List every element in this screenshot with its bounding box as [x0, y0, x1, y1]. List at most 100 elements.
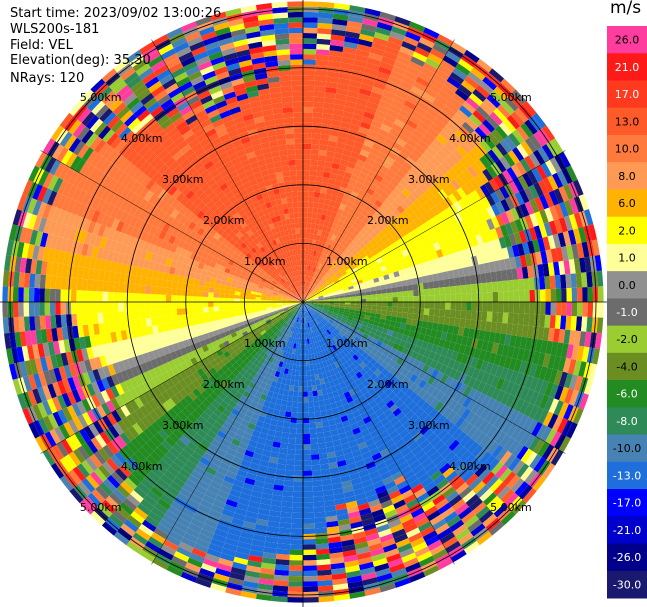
- gate-cell: [95, 485, 110, 500]
- gate-cell: [562, 357, 572, 373]
- gate-cell: [250, 309, 257, 313]
- gate-cell: [341, 116, 353, 124]
- gate-cell: [261, 492, 273, 500]
- gate-cell: [373, 32, 390, 42]
- gate-cell: [448, 253, 456, 263]
- gate-cell: [236, 469, 248, 478]
- gate-cell: [360, 305, 367, 309]
- gate-cell: [270, 397, 278, 404]
- gate-cell: [455, 352, 464, 363]
- gate-cell: [365, 532, 380, 542]
- gate-cell: [357, 267, 365, 274]
- gate-cell: [522, 100, 537, 117]
- gate-cell: [308, 310, 312, 316]
- gate-cell: [550, 138, 564, 155]
- gate-cell: [326, 451, 336, 459]
- gate-cell: [293, 332, 297, 339]
- gate-cell: [221, 365, 229, 373]
- gate-cell: [259, 381, 267, 389]
- gate-cell: [289, 422, 297, 429]
- gate-cell: [440, 210, 450, 221]
- gate-cell: [332, 578, 348, 586]
- gate-cell: [430, 122, 443, 134]
- gate-cell: [305, 317, 308, 323]
- gate-cell: [307, 298, 314, 301]
- gate-cell: [412, 176, 423, 187]
- gate-cell: [297, 317, 300, 323]
- gate-cell: [273, 320, 279, 326]
- gate-cell: [177, 411, 188, 422]
- gate-cell: [353, 397, 362, 406]
- gate-cell: [451, 458, 464, 471]
- gate-cell: [392, 452, 404, 462]
- gate-cell: [323, 293, 329, 297]
- gate-cell: [297, 322, 300, 329]
- gate-cell: [389, 31, 406, 42]
- gate-cell: [514, 255, 522, 269]
- gate-cell: [426, 366, 435, 376]
- gate-cell: [172, 342, 180, 352]
- gate-cell: [439, 364, 448, 374]
- gate-cell: [322, 484, 333, 491]
- gate-cell: [382, 434, 393, 444]
- gate-cell: [244, 378, 252, 387]
- gate-cell: [188, 474, 201, 485]
- gate-cell: [179, 435, 191, 446]
- gate-cell: [418, 248, 427, 257]
- gate-cell: [303, 286, 305, 292]
- gate-cell: [444, 217, 454, 228]
- gate-cell: [566, 422, 578, 439]
- gate-cell: [291, 507, 303, 513]
- gate-cell: [311, 293, 317, 297]
- gate-cell: [344, 36, 359, 45]
- gate-cell: [497, 312, 504, 323]
- gate-cell: [348, 311, 355, 316]
- gate-cell: [297, 333, 300, 339]
- gate-cell: [369, 358, 377, 366]
- gate-cell: [231, 420, 241, 429]
- gate-cell: [433, 280, 440, 289]
- gate-cell: [304, 291, 307, 298]
- gate-cell: [215, 494, 228, 504]
- gate-cell: [416, 398, 426, 408]
- gate-cell: [227, 465, 239, 475]
- gate-cell: [238, 345, 246, 352]
- gate-cell: [303, 106, 314, 113]
- gate-cell: [252, 328, 259, 334]
- gate-cell: [274, 430, 283, 438]
- gate-cell: [449, 286, 456, 295]
- gate-cell: [295, 364, 300, 371]
- gate-cell: [303, 270, 305, 276]
- gate-cell: [317, 294, 324, 298]
- gate-cell: [240, 419, 250, 428]
- gate-cell: [282, 373, 288, 380]
- gate-cell: [380, 178, 390, 187]
- gate-cell: [311, 314, 316, 320]
- gate-cell: [303, 265, 305, 271]
- gate-cell: [303, 391, 308, 397]
- gate-cell: [353, 345, 361, 352]
- gate-cell: [377, 231, 385, 239]
- gate-cell: [409, 230, 418, 239]
- gate-cell: [496, 248, 505, 261]
- gate-cell: [376, 572, 393, 583]
- gate-cell: [148, 368, 158, 379]
- gate-cell: [425, 394, 436, 405]
- gate-cell: [450, 179, 461, 191]
- gate-cell: [155, 418, 166, 430]
- gate-cell: [444, 171, 455, 183]
- gate-cell: [332, 261, 339, 267]
- gate-cell: [449, 214, 459, 226]
- gate-cell: [361, 479, 373, 488]
- gate-cell: [490, 363, 499, 376]
- gate-cell: [448, 368, 458, 379]
- gate-cell: [503, 356, 512, 369]
- gate-cell: [323, 377, 330, 384]
- gate-cell: [324, 161, 333, 168]
- gate-cell: [433, 167, 445, 179]
- gate-cell: [485, 397, 496, 411]
- gate-cell: [312, 395, 319, 402]
- gate-cell: [448, 225, 458, 236]
- gate-cell: [502, 420, 514, 435]
- gate-cell: [433, 439, 445, 451]
